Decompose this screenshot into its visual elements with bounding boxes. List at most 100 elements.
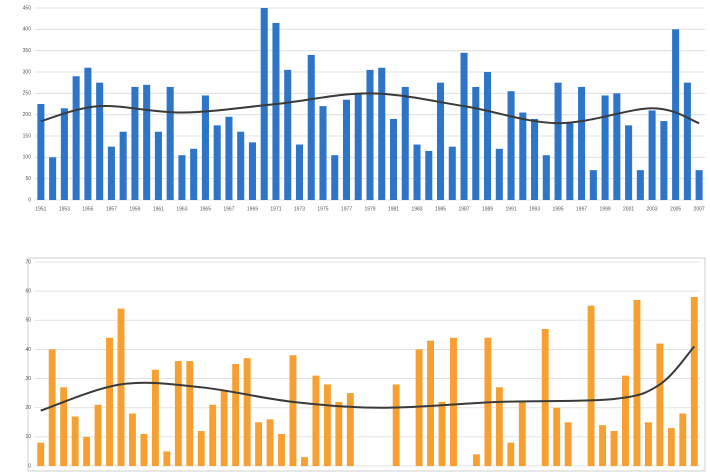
bar <box>427 340 434 466</box>
bar <box>460 52 468 200</box>
x-tick-label: 1995 <box>553 206 564 212</box>
bar <box>166 86 174 200</box>
bar <box>201 95 209 200</box>
y-tick-label: 100 <box>23 155 32 161</box>
bar <box>507 442 515 466</box>
bar <box>94 404 102 466</box>
y-tick-label: 400 <box>23 27 32 33</box>
bar <box>37 104 45 200</box>
bar <box>197 431 205 466</box>
bar <box>354 93 362 200</box>
bar <box>622 375 629 466</box>
bar <box>163 451 171 466</box>
bar <box>71 416 79 466</box>
x-tick-label: 1999 <box>600 206 611 212</box>
bar <box>437 82 445 200</box>
x-tick-label: 1953 <box>59 206 70 212</box>
bar <box>648 110 656 200</box>
bar <box>633 299 641 466</box>
bar <box>260 8 268 200</box>
x-tick-label: 1991 <box>505 206 516 212</box>
y-tick-label: 0 <box>28 197 31 203</box>
bar <box>366 69 374 200</box>
x-tick-label: 2003 <box>647 206 658 212</box>
bar <box>519 112 527 200</box>
bar <box>695 170 703 200</box>
x-tick-label: 1971 <box>270 206 281 212</box>
bar <box>425 150 433 200</box>
bar <box>60 387 68 466</box>
bar <box>554 82 562 200</box>
bar <box>307 54 315 200</box>
x-tick-label: 1989 <box>482 206 493 212</box>
y-tick-label: 30 <box>25 376 31 382</box>
y-tick-label: 150 <box>23 133 32 139</box>
x-tick-label: 2007 <box>694 206 705 212</box>
x-tick-label: 1983 <box>411 206 422 212</box>
bar <box>378 67 386 200</box>
bar <box>174 361 182 466</box>
bar <box>542 155 550 200</box>
bar <box>564 422 572 466</box>
bar <box>566 123 574 200</box>
x-tick-label: 1973 <box>294 206 305 212</box>
bar <box>401 86 409 200</box>
bar <box>672 29 680 201</box>
bar <box>151 369 159 466</box>
bar <box>507 91 515 200</box>
bar <box>346 393 354 466</box>
bar <box>209 404 217 466</box>
bar <box>301 457 308 466</box>
y-tick-label: 70 <box>25 259 31 265</box>
y-tick-label: 50 <box>25 318 31 324</box>
bar <box>644 422 652 466</box>
bar <box>186 361 194 466</box>
bar <box>472 454 480 466</box>
bar <box>106 337 113 466</box>
x-tick-label: 1985 <box>435 206 446 212</box>
bar <box>589 170 597 200</box>
bar <box>450 337 457 466</box>
y-tick-label: 350 <box>23 48 32 54</box>
chart-frame <box>27 257 706 472</box>
bar <box>599 425 606 466</box>
bar <box>613 93 621 200</box>
bar <box>37 442 45 466</box>
bar <box>131 86 139 200</box>
bar <box>541 329 549 466</box>
x-tick-label: 1957 <box>106 206 117 212</box>
bar <box>129 413 136 466</box>
bar <box>119 131 127 200</box>
y-tick-label: 0 <box>28 463 31 469</box>
y-tick-label: 40 <box>25 347 31 353</box>
bar <box>84 67 92 200</box>
bar <box>587 305 595 466</box>
y-tick-label: 60 <box>25 288 31 294</box>
bar <box>243 358 251 466</box>
bar <box>495 148 503 200</box>
x-tick-label: 1959 <box>129 206 140 212</box>
x-tick-label: 2005 <box>670 206 681 212</box>
bar <box>49 157 57 200</box>
bar <box>232 364 240 466</box>
x-tick-label: 1981 <box>388 206 399 212</box>
bar <box>266 419 274 466</box>
bar <box>553 407 561 466</box>
x-tick-label: 1997 <box>576 206 587 212</box>
bar <box>143 84 151 200</box>
bar <box>284 69 292 200</box>
y-tick-label: 50 <box>25 176 31 182</box>
bar <box>140 433 148 466</box>
bar <box>660 121 668 200</box>
trend-line <box>40 92 700 125</box>
x-tick-label: 1961 <box>153 206 164 212</box>
bar <box>679 413 687 466</box>
bar <box>438 401 446 466</box>
bar <box>117 308 125 466</box>
x-tick-label: 1979 <box>364 206 375 212</box>
y-tick-label: 300 <box>23 69 32 75</box>
bar <box>178 155 186 200</box>
bar <box>335 401 343 466</box>
bar <box>154 131 162 200</box>
